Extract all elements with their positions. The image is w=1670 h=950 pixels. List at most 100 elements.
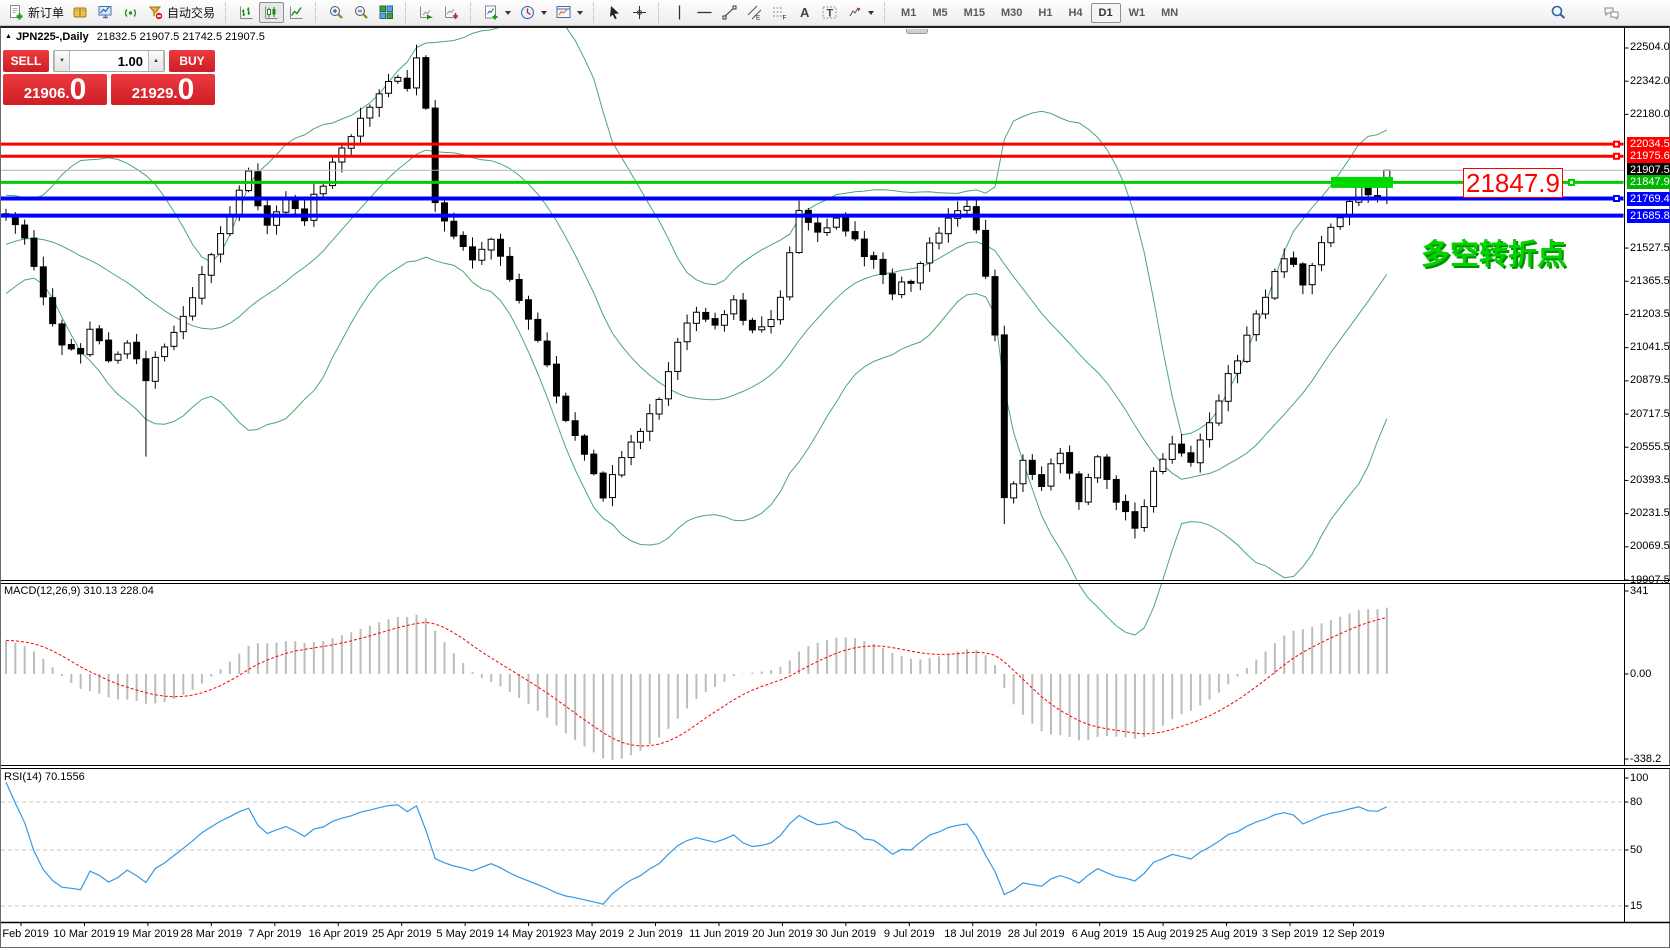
text-button[interactable]: A <box>792 2 817 23</box>
text-a-icon: A <box>796 4 813 21</box>
rsi-line <box>5 781 1388 905</box>
timeframe-button-mn[interactable]: MN <box>1161 6 1179 19</box>
window-splitter-handle[interactable] <box>906 29 928 34</box>
hline-icon <box>696 4 713 21</box>
clock-icon <box>519 4 536 21</box>
date-axis-label: 2 Jun 2019 <box>628 928 683 940</box>
date-axis-label: 10 Mar 2019 <box>53 928 116 940</box>
sell-button[interactable]: SELL <box>3 50 49 72</box>
auto-scroll-button[interactable] <box>414 2 439 23</box>
tile-windows-button[interactable] <box>374 2 399 23</box>
timeframe-button-m15[interactable]: M15 <box>963 6 985 19</box>
date-axis-label: 15 Aug 2019 <box>1132 928 1194 940</box>
toolbar-separator <box>405 2 410 23</box>
dropdown-caret-icon[interactable] <box>541 10 548 15</box>
timeframe-button-h4[interactable]: H4 <box>1068 6 1083 19</box>
cursor-icon <box>606 4 623 21</box>
channel-button[interactable]: E <box>742 2 767 23</box>
dropdown-caret-icon[interactable] <box>577 10 584 15</box>
bars-icon <box>238 4 255 21</box>
date-axis-label: 23 May 2019 <box>560 928 624 940</box>
chat-button[interactable] <box>1599 2 1624 23</box>
line-chart-button[interactable] <box>284 2 309 23</box>
zoom-out-button[interactable] <box>349 2 374 23</box>
price-axis-tick: 22504.0 <box>1630 41 1670 54</box>
vertical-line-button[interactable] <box>667 2 692 23</box>
volume-input[interactable]: 1.00 <box>117 54 143 69</box>
volume-increase-button[interactable]: ▲ <box>148 51 164 71</box>
trendline-button[interactable] <box>717 2 742 23</box>
chartshift-icon <box>443 4 460 21</box>
periods-button[interactable] <box>515 2 551 23</box>
price-tag-21685.8: 21685.8 <box>1627 208 1670 223</box>
svg-text:E: E <box>756 15 761 22</box>
bar-chart-button[interactable] <box>234 2 259 23</box>
buy-button[interactable]: BUY <box>169 50 215 72</box>
timeframe-button-h1[interactable]: H1 <box>1038 6 1053 19</box>
date-axis-label: 19 Mar 2019 <box>117 928 179 940</box>
chart-title: ▲ JPN225-,Daily 21832.5 21907.5 21742.5 21… <box>5 31 265 43</box>
price-axis-tick: 20879.5 <box>1630 374 1670 387</box>
publisher-icon <box>97 4 114 21</box>
dropdown-caret-icon[interactable] <box>505 10 512 15</box>
collapse-icon[interactable]: ▲ <box>5 33 12 40</box>
date-axis-label: 6 Aug 2019 <box>1071 928 1128 940</box>
buy-price-big-digit: 0 <box>177 73 195 106</box>
fibo-icon: F <box>771 4 788 22</box>
date-axis-label: 25 Aug 2019 <box>1195 928 1258 940</box>
rsi-scale-value: 100 <box>1630 771 1649 784</box>
new-order-button[interactable]: 新订单 <box>4 2 68 23</box>
macd-scale-value: 0.00 <box>1630 667 1652 680</box>
date-axis-label: 12 Sep 2019 <box>1322 928 1385 940</box>
crosshair-button[interactable] <box>627 2 652 23</box>
zoom-in-button[interactable] <box>324 2 349 23</box>
label-button[interactable]: T <box>817 2 842 23</box>
dropdown-caret-icon[interactable] <box>868 10 875 15</box>
rsi-scale-value: 80 <box>1630 795 1643 808</box>
date-axis-label: 28 Jul 2019 <box>1007 928 1065 940</box>
history-center-button[interactable] <box>68 2 93 23</box>
candlestick-chart-button[interactable] <box>259 2 285 23</box>
annotation-text[interactable]: 多空转折点 <box>1421 239 1567 271</box>
price-tag-21847.9: 21847.9 <box>1627 175 1670 190</box>
volume-decrease-button[interactable]: ▼ <box>54 51 70 71</box>
arrows-button[interactable] <box>842 2 878 23</box>
candles-icon <box>263 4 280 21</box>
arrows-icon <box>846 4 863 21</box>
search-button[interactable] <box>1546 2 1571 23</box>
timeframe-button-w1[interactable]: W1 <box>1128 6 1146 19</box>
timeframe-button-m1[interactable]: M1 <box>901 6 917 19</box>
symbol-period-label: JPN225-,Daily <box>15 31 89 43</box>
rsi-pane-divider[interactable] <box>1 765 1670 769</box>
indicators-button[interactable] <box>479 2 515 23</box>
pivot-highlight-zone[interactable] <box>1331 176 1393 188</box>
signal-icon <box>122 4 139 21</box>
price-axis-tick: 22342.0 <box>1630 74 1670 87</box>
buy-price-main-digits: 21929. <box>131 85 178 102</box>
price-axis-tick: 20393.5 <box>1630 473 1670 486</box>
timeframe-button-d1[interactable]: D1 <box>1090 2 1121 23</box>
channel-icon: E <box>746 4 763 22</box>
cursor-button[interactable] <box>602 2 627 23</box>
indicators-icon <box>483 4 500 21</box>
signals-button[interactable] <box>118 2 143 23</box>
publisher-button[interactable] <box>93 2 118 23</box>
horizontal-line-button[interactable] <box>692 2 717 23</box>
fibonacci-button[interactable]: F <box>767 2 792 23</box>
templates-button[interactable] <box>551 2 587 23</box>
zoom-in-icon <box>328 4 345 21</box>
price-callout-label[interactable]: 21847.9 <box>1463 168 1563 198</box>
timeframe-button-m30[interactable]: M30 <box>1001 6 1023 19</box>
price-axis-tick: 21041.5 <box>1630 341 1670 354</box>
template-icon <box>555 4 572 21</box>
date-axis-label: 18 Jul 2019 <box>944 928 1002 940</box>
sell-price-big-digit: 0 <box>69 73 87 106</box>
auto-trading-button[interactable]: 自动交易 <box>143 2 219 23</box>
chart-window[interactable]: ▲ JPN225-,Daily 21832.5 21907.5 21742.5 21… <box>0 26 1670 948</box>
price-axis-tick: 21527.5 <box>1630 241 1670 254</box>
date-axis-label: 14 May 2019 <box>496 928 561 940</box>
chart-shift-button[interactable] <box>439 2 464 23</box>
toolbar-separator <box>884 2 889 23</box>
timeframe-button-m5[interactable]: M5 <box>932 6 948 19</box>
macd-pane-divider[interactable] <box>1 580 1670 584</box>
